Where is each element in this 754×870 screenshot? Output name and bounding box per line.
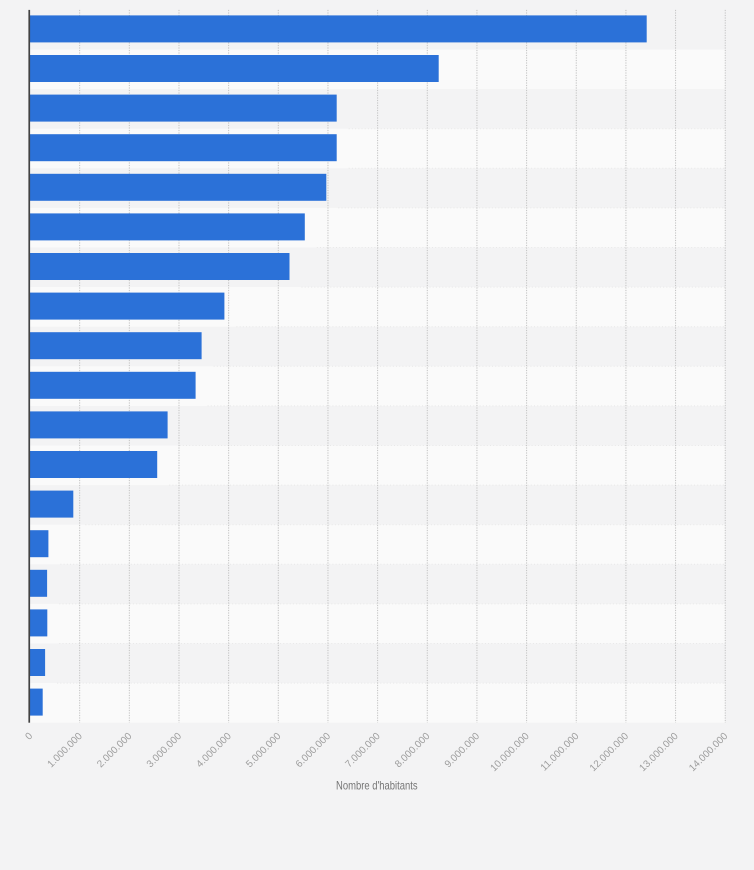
- svg-text:Nombre d'habitants: Nombre d'habitants: [336, 778, 418, 792]
